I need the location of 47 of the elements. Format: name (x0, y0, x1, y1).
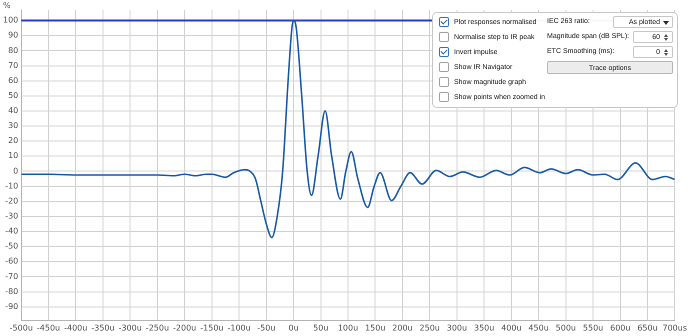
x-tick-label: 500u (556, 323, 576, 332)
x-tick-label: 100u (338, 323, 358, 332)
y-tick-label: -70 (5, 272, 18, 281)
x-tick-label: 350u (474, 323, 494, 332)
x-tick-label: 0u (288, 323, 299, 332)
x-tick-label: -50u (257, 323, 276, 332)
x-tick-label: 250u (420, 323, 440, 332)
y-tick-label: 30 (8, 121, 18, 130)
x-tick-label: -250u (146, 323, 170, 332)
y-tick-label: -40 (5, 226, 18, 236)
y-tick-label: -50 (5, 242, 18, 251)
y-axis-title: % (3, 1, 11, 10)
x-tick-label: -350u (91, 323, 115, 332)
y-tick-label: 0 (13, 166, 18, 176)
x-tick-label: -400u (64, 323, 88, 332)
x-tick-label: 650u (637, 323, 658, 332)
x-tick-label: -450u (36, 323, 60, 332)
x-tick-label: -300u (118, 323, 142, 332)
x-tick-label: -150u (200, 323, 224, 332)
y-tick-label: 50 (8, 90, 18, 100)
y-tick-label: -80 (5, 286, 18, 296)
y-tick-label: 80 (8, 46, 18, 55)
x-tick-label: 50u (313, 323, 328, 332)
y-tick-label: 70 (8, 60, 18, 70)
y-tick-label: 100 (2, 16, 18, 25)
line-series (21, 20, 675, 238)
x-tick-label: 450u (528, 323, 549, 332)
x-tick-label: 550u (582, 323, 604, 332)
y-tick-label: 60 (8, 76, 18, 85)
y-tick-label: 40 (8, 106, 18, 116)
x-tick-label: -200u (173, 323, 196, 332)
x-tick-label: 600u (610, 323, 630, 332)
y-tick-label: -20 (5, 196, 18, 206)
y-tick-label: -60 (5, 256, 18, 266)
y-tick-label: -30 (5, 212, 18, 221)
x-tick-label: 150u (365, 323, 386, 332)
x-tick-label: 400u (501, 323, 522, 332)
x-tick-label: -500u (10, 323, 33, 332)
y-tick-label: 20 (8, 136, 18, 146)
x-tick-label: -100u (227, 323, 251, 332)
y-tick-label: 10 (8, 151, 18, 160)
x-tick-label: 700us (662, 323, 688, 332)
x-tick-label: 300u (446, 323, 468, 332)
y-tick-label: 90 (8, 30, 18, 40)
x-tick-label: 200u (392, 323, 413, 332)
y-tick-label: -90 (5, 302, 18, 311)
y-tick-label: -10 (5, 181, 18, 190)
